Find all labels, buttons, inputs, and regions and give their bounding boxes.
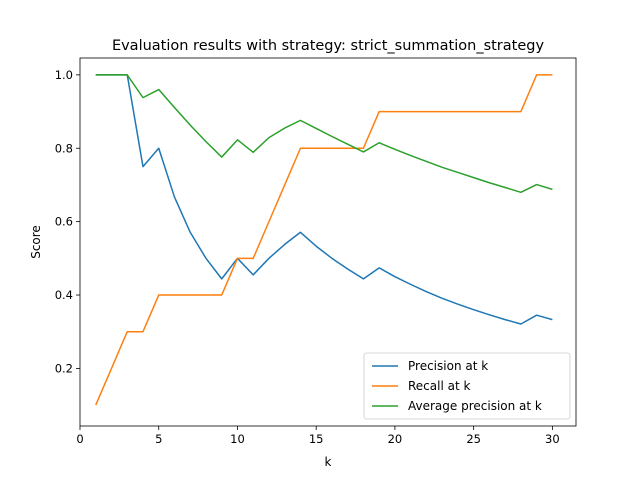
x-tick-label: 5 xyxy=(155,432,162,446)
legend-entry: Precision at k xyxy=(408,359,488,373)
y-tick-label: 1.0 xyxy=(55,68,73,82)
x-tick-label: 15 xyxy=(309,432,324,446)
plot-frame xyxy=(79,57,577,427)
legend-box xyxy=(363,352,571,420)
chart-title: Evaluation results with strategy: strict… xyxy=(112,38,545,54)
series-line-0 xyxy=(95,74,553,325)
x-axis: 0 5 10 15 20 25 30 xyxy=(76,426,560,446)
legend-entry: Recall at k xyxy=(408,379,470,393)
x-tick-label: 20 xyxy=(388,432,403,446)
x-tick-label: 0 xyxy=(76,432,83,446)
y-tick-label: 0.4 xyxy=(55,288,73,302)
x-tick-label: 30 xyxy=(545,432,560,446)
y-axis: 0.2 0.4 0.6 0.8 1.0 xyxy=(55,68,80,375)
x-tick-label: 10 xyxy=(230,432,245,446)
y-tick-label: 0.6 xyxy=(55,215,73,229)
legend-entry: Average precision at k xyxy=(408,399,542,413)
plot-lines xyxy=(95,74,553,406)
x-axis-label: k xyxy=(325,455,332,469)
series-line-2 xyxy=(95,74,553,194)
y-tick-label: 0.8 xyxy=(55,141,73,155)
legend: Precision at k Recall at k Average precisi… xyxy=(363,352,571,420)
x-tick-label: 25 xyxy=(466,432,481,446)
y-axis-label: Score xyxy=(29,225,43,259)
y-tick-label: 0.2 xyxy=(55,361,73,375)
series-line-1 xyxy=(95,74,553,406)
